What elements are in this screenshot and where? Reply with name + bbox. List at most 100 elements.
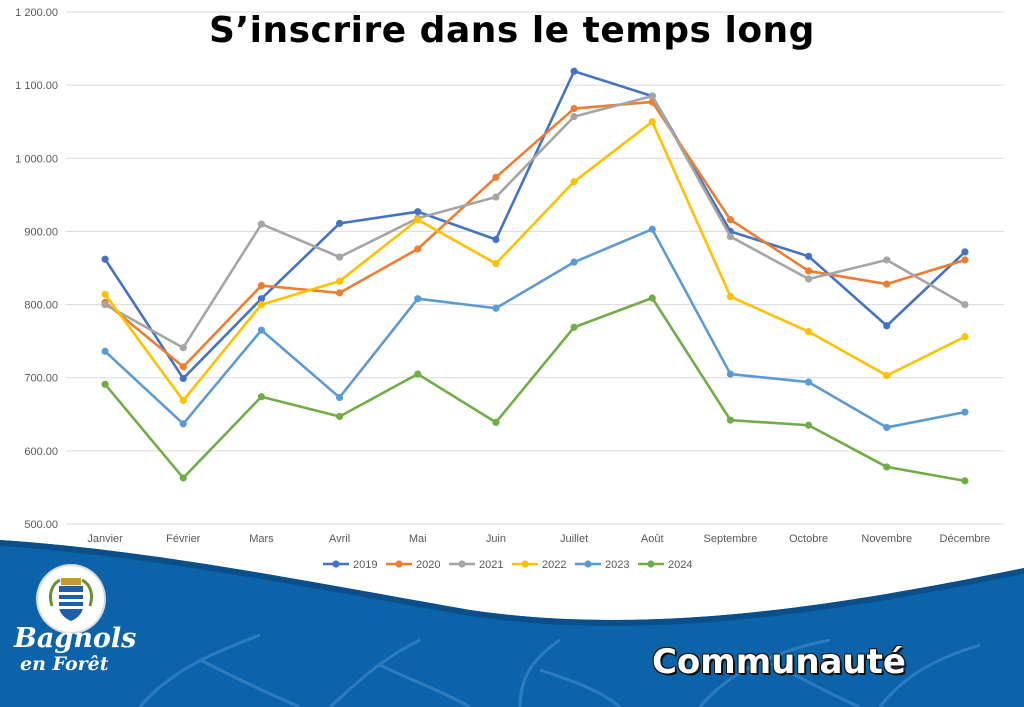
data-point [883, 371, 891, 380]
gridlines [66, 11, 1004, 525]
data-point [570, 112, 578, 121]
data-point [570, 104, 578, 113]
data-point [961, 256, 969, 264]
legend-label: 2024 [668, 559, 692, 571]
data-point [492, 173, 500, 181]
series-2024 [101, 294, 969, 485]
footer-banner [0, 540, 1024, 707]
data-point [179, 396, 187, 404]
data-point [179, 344, 187, 352]
series-line [104, 94, 966, 350]
series-2021 [101, 92, 969, 352]
y-tick-label: 800.00 [24, 300, 58, 312]
legend-label: 2019 [353, 559, 377, 571]
series-2019 [101, 67, 969, 383]
data-point [101, 380, 109, 388]
data-point [961, 477, 969, 485]
data-point [648, 225, 656, 233]
x-tick-label: Avril [329, 533, 350, 545]
x-tick-label: Octobre [789, 533, 828, 545]
data-point [492, 235, 500, 244]
data-point [648, 92, 656, 100]
data-point [335, 219, 344, 227]
legend-label: 2020 [416, 559, 440, 571]
series-2023 [101, 225, 969, 432]
legend-marker [458, 560, 466, 568]
data-point [492, 193, 500, 201]
legend-item-2021: 2021 [449, 559, 503, 571]
data-point [257, 281, 266, 290]
roots-decoration [138, 633, 981, 707]
series-line [103, 69, 966, 380]
y-axis-ticks: 500.00 600.00 700.00 800.00 900.00 1 000.00 1 … [15, 7, 58, 531]
data-point [648, 294, 656, 302]
data-point [257, 220, 266, 228]
data-point [726, 416, 735, 424]
y-tick-label: 900.00 [24, 226, 58, 238]
x-tick-label: Juin [486, 533, 506, 545]
crest-icon [48, 578, 94, 621]
data-point [726, 292, 735, 301]
x-tick-label: Janvier [87, 533, 123, 545]
data-point [492, 418, 500, 426]
series-line [104, 227, 966, 429]
data-point [179, 420, 187, 428]
legend-item-2019: 2019 [323, 559, 377, 571]
chart-title: S’inscrire dans le temps long [209, 10, 815, 51]
data-point [961, 333, 969, 341]
data-point [414, 245, 422, 253]
x-tick-label: Décembre [940, 533, 991, 545]
brand-line-1: Bagnols [14, 623, 137, 654]
legend-marker [521, 560, 529, 568]
data-point [804, 421, 813, 429]
data-point [179, 374, 187, 383]
data-point [570, 258, 578, 266]
data-point [257, 295, 266, 303]
data-point [335, 277, 344, 285]
data-point [570, 178, 578, 186]
legend-item-2023: 2023 [575, 559, 629, 571]
x-tick-label: Novembre [861, 533, 912, 545]
x-tick-label: Mars [249, 533, 274, 545]
data-point [804, 275, 813, 283]
data-point [179, 474, 187, 482]
series-2020 [101, 98, 969, 371]
data-point [101, 290, 109, 298]
y-tick-label: 600.00 [24, 446, 58, 458]
data-point [726, 232, 735, 241]
data-point [257, 300, 266, 309]
data-point [414, 216, 422, 224]
x-tick-label: Février [166, 533, 201, 545]
data-point [804, 328, 813, 336]
data-point [492, 304, 500, 312]
brand-wordmark: Bagnols en Forêt [14, 623, 137, 675]
data-point [335, 412, 344, 421]
footer-wave [0, 540, 1024, 707]
x-tick-label: Mai [409, 533, 427, 545]
data-point [804, 252, 813, 260]
data-point [101, 300, 109, 309]
legend-marker [332, 560, 340, 568]
data-point [414, 295, 422, 303]
brand-line-2: en Forêt [20, 653, 109, 675]
town-crest-logo [38, 566, 104, 632]
data-point [883, 463, 891, 471]
y-tick-label: 1 100.00 [15, 80, 58, 92]
series-2022 [101, 118, 969, 404]
section-label: Communauté [651, 642, 906, 682]
data-point [726, 370, 735, 378]
data-point [492, 260, 500, 268]
data-point [335, 393, 344, 402]
data-point [804, 267, 813, 275]
x-tick-label: Septembre [704, 533, 758, 545]
data-point [961, 248, 969, 256]
data-point [961, 408, 969, 416]
legend-item-2024: 2024 [638, 559, 692, 571]
legend: 2019 2020 2021 2022 2023 2024 [323, 559, 692, 571]
data-point [414, 208, 422, 216]
data-point [570, 67, 578, 75]
data-point [648, 118, 656, 126]
series-lines [101, 67, 969, 485]
legend-label: 2022 [542, 559, 566, 571]
data-point [961, 300, 969, 309]
